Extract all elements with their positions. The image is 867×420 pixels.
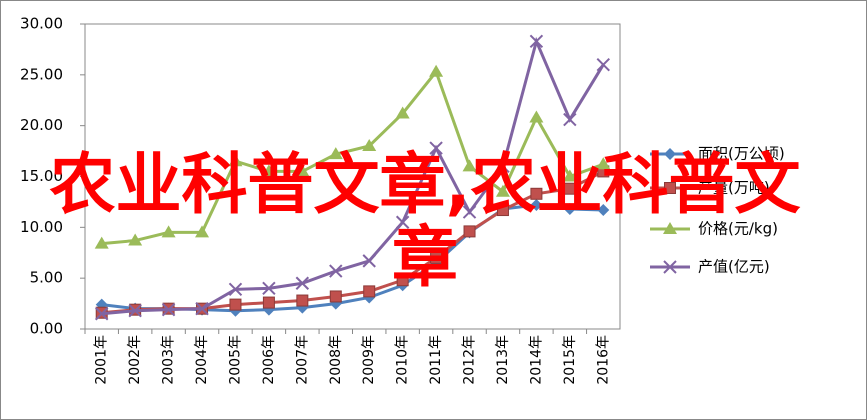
x-tick-label: 2004年: [194, 335, 210, 385]
point: [262, 296, 275, 309]
y-tick-label: 15.00: [20, 167, 63, 185]
point: [462, 205, 477, 219]
point: [362, 139, 377, 151]
x-tick-label: 2007年: [294, 335, 310, 385]
point: [161, 302, 176, 317]
point: [94, 236, 109, 249]
point: [664, 148, 676, 160]
series: [94, 64, 611, 249]
point: [530, 198, 543, 211]
y-tick-label: 30.00: [20, 15, 63, 33]
point: [663, 222, 677, 234]
x-tick-label: 2008年: [328, 335, 344, 385]
point: [596, 57, 610, 72]
point: [462, 159, 477, 172]
point: [128, 303, 142, 318]
y-tick-label: 10.00: [20, 218, 63, 236]
point: [496, 159, 510, 174]
point: [329, 290, 342, 303]
point: [262, 281, 276, 296]
x-tick-label: 2014年: [528, 335, 544, 385]
point: [95, 307, 109, 321]
point: [429, 64, 444, 77]
point: [563, 203, 576, 216]
point: [395, 215, 410, 229]
point: [161, 225, 176, 238]
point: [496, 204, 509, 217]
x-tick-label: 2016年: [595, 335, 611, 385]
x-tick-label: 2015年: [562, 335, 578, 385]
point: [562, 169, 577, 182]
x-tick-label: 2010年: [395, 335, 411, 385]
point: [529, 34, 544, 48]
x-tick-label: 2009年: [361, 335, 377, 385]
x-tick-label: 2011年: [428, 335, 444, 385]
legend-label: 产值(亿元): [698, 258, 770, 276]
series-line: [101, 68, 604, 246]
point: [128, 233, 143, 246]
x-tick-label: 2005年: [227, 335, 243, 385]
x-tick-label: 2013年: [495, 335, 511, 385]
y-tick-label: 5.00: [30, 269, 63, 287]
point: [228, 282, 243, 297]
x-tick-label: 2012年: [462, 335, 478, 385]
point: [396, 274, 409, 287]
point: [563, 112, 577, 127]
x-tick-label: 2006年: [261, 335, 277, 385]
point: [296, 294, 309, 307]
overlay-text: 农业科普文章,农业科普文章: [49, 146, 801, 296]
legend-label: 产量(万吨): [698, 179, 770, 197]
point: [363, 285, 376, 298]
x-tick-label: 2003年: [161, 335, 177, 385]
point: [195, 301, 209, 316]
point: [395, 106, 410, 119]
point: [530, 187, 543, 200]
y-tick-label: 20.00: [20, 116, 63, 134]
point: [495, 184, 510, 197]
point: [529, 110, 544, 123]
series: [95, 34, 610, 321]
point: [429, 141, 443, 155]
point: [229, 298, 242, 311]
point: [663, 260, 677, 274]
legend-label: 面积(万公顷): [698, 145, 785, 163]
legend-label: 价格(元/kg): [698, 220, 778, 238]
series-line: [101, 36, 605, 316]
point: [664, 182, 676, 194]
point: [430, 251, 443, 264]
y-tick-label: 0.00: [30, 320, 63, 338]
point: [295, 164, 310, 177]
point: [328, 147, 343, 160]
point: [597, 204, 610, 217]
point: [295, 276, 310, 290]
x-tick-label: 2001年: [94, 335, 110, 385]
y-tick-label: 25.00: [20, 65, 63, 83]
point: [329, 264, 343, 278]
point: [195, 225, 210, 238]
point: [563, 182, 576, 195]
point: [463, 225, 476, 238]
x-tick-label: 2002年: [127, 335, 143, 385]
point: [261, 164, 276, 177]
point: [228, 154, 243, 167]
point: [362, 254, 376, 268]
point: [596, 157, 611, 170]
